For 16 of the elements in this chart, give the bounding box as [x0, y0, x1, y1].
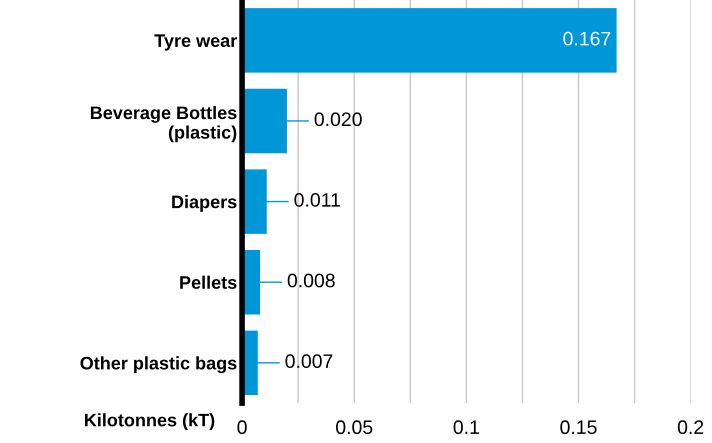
- y-tick-label: Pellets: [180, 276, 236, 289]
- data-label: 0.167: [563, 32, 610, 46]
- y-tick-label: Other plastic bags: [80, 356, 236, 374]
- x-tick-label: 0.15: [560, 420, 597, 434]
- data-label: 0.020: [314, 112, 362, 126]
- data-label: 0.011: [294, 193, 340, 207]
- y-tick-label: Diapers: [172, 195, 236, 212]
- x-tick-label: 0: [237, 420, 247, 434]
- data-label: 0.008: [288, 274, 335, 288]
- y-tick-label: Tyre wear: [154, 34, 237, 51]
- data-label: 0.007: [285, 354, 332, 368]
- x-tick-label: 0.05: [336, 420, 372, 434]
- x-tick-label: 0.2: [678, 420, 704, 434]
- x-axis-title: Kilotonnes (kT): [84, 413, 214, 430]
- y-tick-label: Beverage Bottles (plastic): [90, 106, 236, 142]
- x-tick-label: 0.1: [454, 420, 479, 434]
